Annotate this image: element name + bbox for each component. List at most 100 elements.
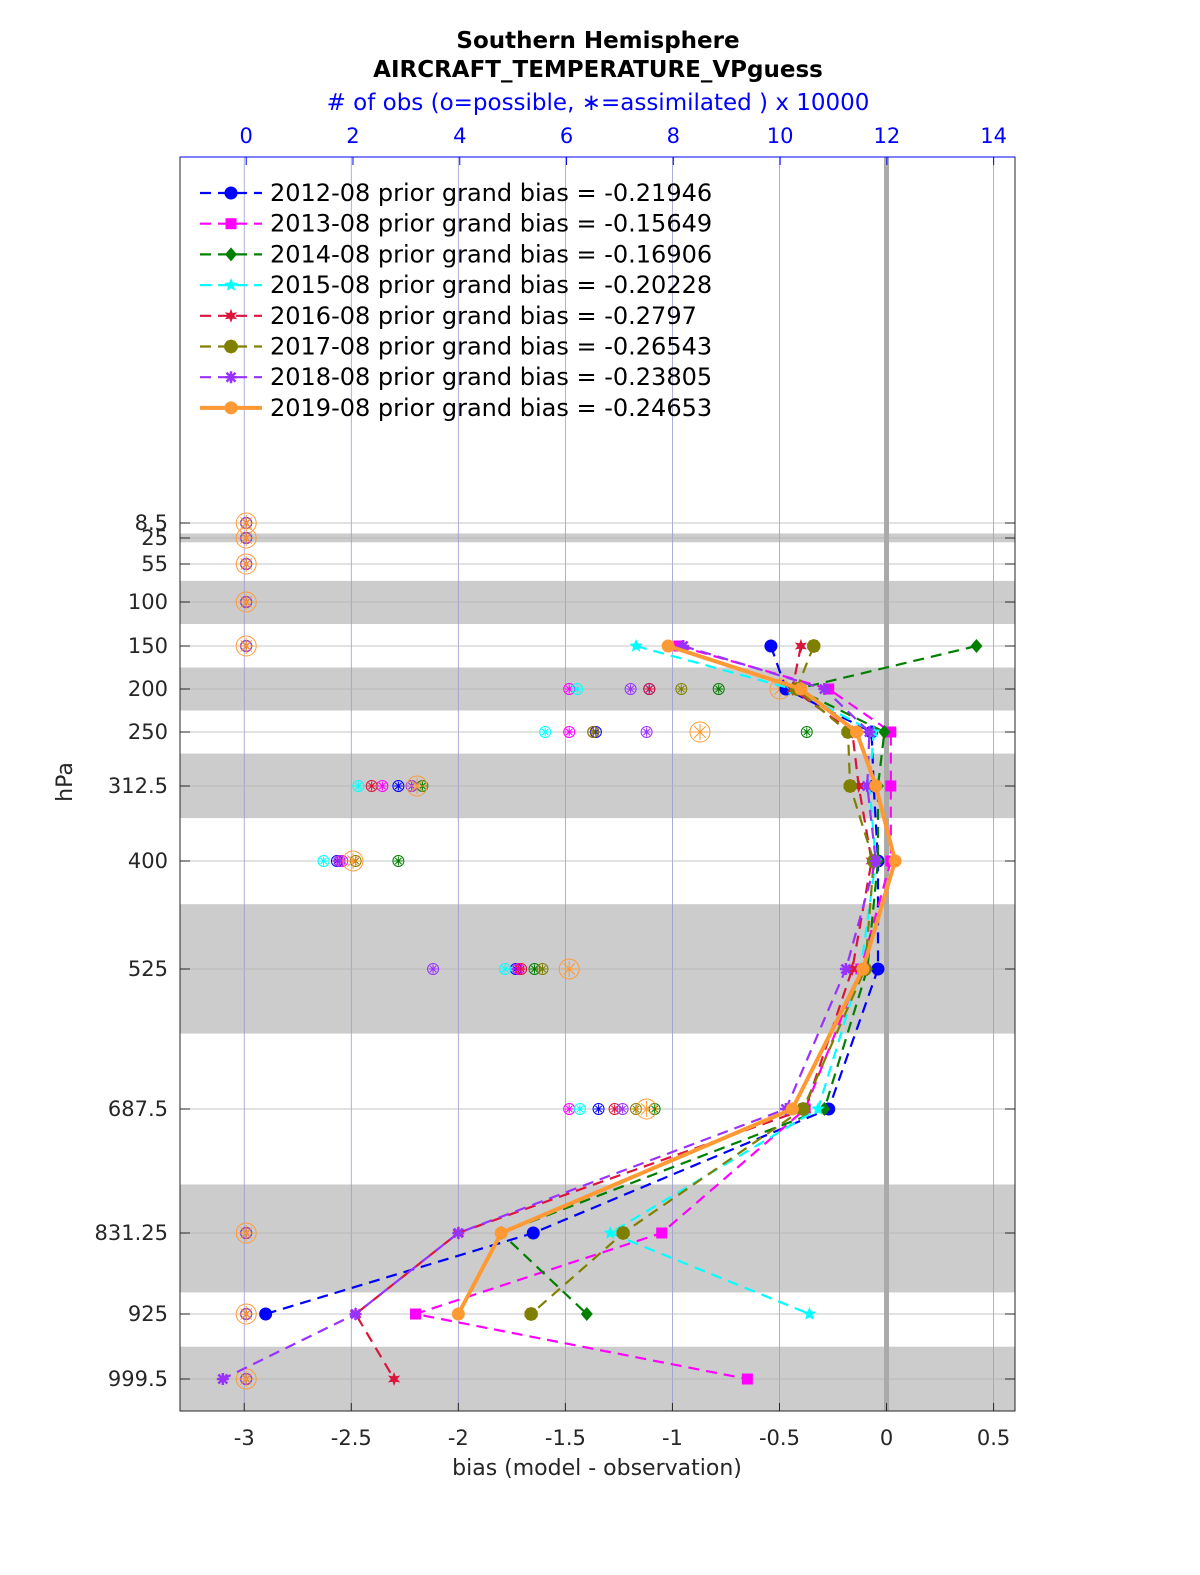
obs-count-marker [317, 855, 330, 867]
star-marker [224, 278, 238, 291]
obs-count-marker [643, 683, 656, 695]
assimilated-obs-asterisk [344, 853, 361, 869]
assimilated-obs-asterisk [540, 727, 550, 737]
asterisk-marker [869, 855, 882, 867]
obs-count-marker [352, 780, 365, 792]
asterisk-marker [863, 726, 876, 738]
possible-obs-circle [640, 726, 653, 738]
assimilated-obs-asterisk [530, 964, 540, 974]
asterisk-marker [225, 371, 237, 384]
obs-count-marker [342, 850, 364, 872]
assimilated-obs-asterisk [538, 964, 548, 974]
possible-obs-circle [689, 721, 711, 743]
y-tick-label: 525 [128, 957, 168, 981]
circle-marker [661, 639, 675, 653]
assimilated-obs-asterisk [561, 961, 578, 977]
assimilated-obs-asterisk [575, 1104, 585, 1114]
diamond-marker [225, 247, 237, 262]
obs-count-marker [427, 963, 440, 975]
possible-obs-circle [573, 1103, 586, 1115]
top-axis-label: # of obs (o=possible, ∗=assimilated ) x … [327, 90, 870, 116]
asterisk-marker [216, 1373, 229, 1385]
assimilated-obs-asterisk [626, 684, 636, 694]
y-tick-label: 999.5 [108, 1367, 168, 1391]
possible-obs-circle [392, 780, 405, 792]
possible-obs-circle [365, 780, 378, 792]
diamond-marker [580, 1307, 593, 1321]
circle-marker [850, 725, 864, 739]
obs-count-marker [392, 780, 405, 792]
possible-obs-circle [235, 1303, 257, 1325]
possible-obs-circle [675, 683, 688, 695]
legend-entry: 2012-08 prior grand bias = -0.21946 [270, 179, 712, 207]
obs-count-marker [235, 591, 257, 613]
top-tick-label: 8 [667, 124, 680, 148]
circle-marker [494, 1226, 508, 1240]
square-marker [656, 1227, 668, 1239]
top-tick-label: 2 [346, 124, 359, 148]
top-tick-label: 12 [873, 124, 900, 148]
assimilated-obs-asterisk [238, 1225, 255, 1241]
possible-obs-circle [624, 683, 637, 695]
obs-count-marker [392, 855, 405, 867]
series-line [411, 644, 892, 1381]
legend: 2012-08 prior grand bias = -0.21946 2013-… [200, 179, 712, 422]
obs-count-marker [800, 726, 813, 738]
top-tick-label: 0 [240, 124, 253, 148]
assimilated-obs-asterisk [238, 515, 255, 531]
diamond-marker [970, 639, 983, 653]
possible-obs-circle [235, 591, 257, 613]
possible-obs-circle [616, 1103, 629, 1115]
pentagon-marker [224, 339, 238, 354]
possible-obs-circle [317, 855, 330, 867]
obs-count-marker [558, 958, 580, 980]
x-tick-label: 0.5 [977, 1426, 1010, 1450]
plot-area: -3 -2.5 -2 -1.5 -1 -0.5 0 0.5 0 2 4 6 8 10 12 14 8.52555… [95, 124, 1016, 1450]
circle-marker [764, 639, 778, 653]
y-tick-label: 925 [128, 1302, 168, 1326]
asterisk-marker [839, 963, 852, 975]
diamond-marker [878, 725, 891, 739]
x-tick-label: -0.5 [759, 1426, 800, 1450]
y-tick-label: 100 [128, 590, 168, 614]
obs-count-marker [235, 1368, 257, 1390]
pentagon-marker [796, 1102, 810, 1116]
asterisk-marker [818, 683, 831, 695]
square-marker [885, 726, 897, 738]
obs-count-marker [235, 1303, 257, 1325]
asterisk-marker [861, 780, 874, 792]
y-tick-label: 312.5 [108, 774, 168, 798]
legend-entry: 2016-08 prior grand bias = -0.2797 [270, 302, 697, 330]
assimilated-obs-asterisk [319, 856, 329, 866]
hexagram-marker [852, 779, 865, 793]
possible-obs-circle [712, 683, 725, 695]
obs-count-marker [499, 963, 512, 975]
legend-entry: 2017-08 prior grand bias = -0.26543 [270, 333, 712, 361]
top-tick-label: 4 [453, 124, 466, 148]
y-axis-label: hPa [53, 762, 78, 802]
circle-marker [526, 1226, 540, 1240]
square-marker [225, 218, 237, 230]
assimilated-obs-asterisk [564, 727, 574, 737]
asterisk-marker [677, 640, 690, 652]
assimilated-obs-asterisk [572, 684, 582, 694]
assimilated-obs-asterisk [428, 964, 438, 974]
assimilated-obs-asterisk [676, 684, 686, 694]
top-tick-label: 14 [980, 124, 1007, 148]
assimilated-obs-asterisk [802, 727, 812, 737]
star-marker [811, 1102, 825, 1115]
x-tick-label: 0 [880, 1426, 893, 1450]
y-tick-label: 25 [141, 526, 168, 550]
asterisk-marker [349, 1308, 362, 1320]
assimilated-obs-asterisk [238, 1306, 255, 1322]
pentagon-marker [843, 779, 857, 793]
assimilated-obs-asterisk [644, 684, 654, 694]
legend-entry: 2018-08 prior grand bias = -0.23805 [270, 363, 712, 391]
obs-count-marker [571, 683, 584, 695]
possible-obs-circle [352, 780, 365, 792]
possible-obs-circle [563, 726, 576, 738]
circle-marker [869, 779, 883, 793]
assimilated-obs-asterisk [516, 964, 526, 974]
obs-count-marker [640, 726, 653, 738]
circle-marker [856, 962, 870, 976]
